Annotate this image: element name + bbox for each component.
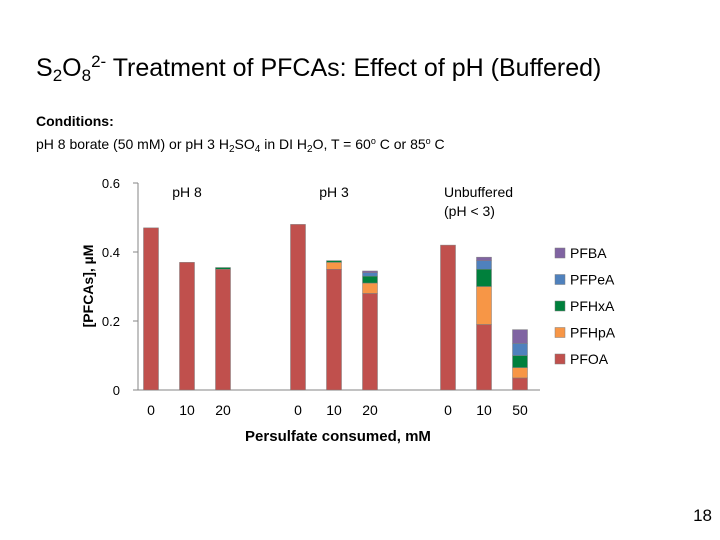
legend-label: PFOA (570, 351, 609, 367)
legend-label: PFHxA (570, 298, 615, 314)
legend-label: PFHpA (570, 325, 616, 341)
bar-segment (290, 224, 306, 391)
y-tick-label: 0.4 (102, 245, 120, 260)
bar-segment (362, 275, 378, 284)
x-tick-label: 10 (326, 402, 342, 418)
bar-segment (326, 262, 342, 270)
x-tick-label: 0 (444, 402, 452, 418)
bar-segment (476, 324, 492, 391)
bar-segment (326, 269, 342, 391)
legend-label: PFPeA (570, 272, 615, 288)
legend-swatch (554, 327, 566, 338)
y-tick-label: 0 (113, 383, 120, 398)
conditions-detail: pH 8 borate (50 mM) or pH 3 H2SO4 in DI … (36, 136, 445, 155)
bar-segment (440, 244, 456, 391)
y-tick-label: 0.6 (102, 176, 120, 191)
bar-segment (362, 270, 378, 273)
bar-segment (512, 343, 528, 356)
x-axis-title: Persulfate consumed, mM (245, 428, 431, 445)
legend-swatch (554, 353, 566, 365)
bar-segment (143, 227, 159, 391)
bar-segment (512, 367, 528, 379)
group-label: pH 3 (319, 184, 349, 200)
bar-segment (215, 269, 231, 391)
slide-title: S2O82- Treatment of PFCAs: Effect of pH … (36, 52, 602, 85)
y-tick-label: 0.2 (102, 314, 120, 329)
bar-segment (512, 355, 528, 368)
legend-swatch (554, 247, 566, 259)
bar-segment (476, 260, 492, 270)
x-tick-label: 20 (362, 402, 378, 418)
bar-segment (476, 269, 492, 287)
x-tick-label: 50 (512, 402, 528, 418)
bar-segment (362, 293, 378, 391)
bar-segment (215, 267, 231, 270)
bar-segment (512, 329, 528, 344)
bar-segment (362, 282, 378, 294)
group-label: Unbuffered (444, 184, 513, 200)
group-label: (pH < 3) (444, 203, 495, 219)
conditions-text: Conditions: pH 8 borate (50 mM) or pH 3 … (36, 111, 445, 160)
bar-segment (362, 272, 378, 277)
x-tick-label: 0 (147, 402, 155, 418)
x-tick-label: 20 (215, 402, 231, 418)
bar-segment (326, 260, 342, 263)
x-tick-label: 10 (476, 402, 492, 418)
group-label: pH 8 (172, 184, 202, 200)
legend-swatch (554, 300, 566, 312)
x-tick-label: 10 (179, 402, 195, 418)
bar-segment (179, 262, 195, 391)
y-axis-title: [PFCAs], µM (80, 245, 96, 328)
legend-label: PFBA (570, 245, 607, 261)
bar-segment (476, 256, 492, 261)
page-number: 18 (693, 506, 712, 525)
bar-segment (476, 286, 492, 325)
conditions-label: Conditions: (36, 113, 114, 129)
legend-swatch (554, 274, 566, 285)
bar-segment (512, 377, 528, 391)
x-tick-label: 0 (294, 402, 302, 418)
